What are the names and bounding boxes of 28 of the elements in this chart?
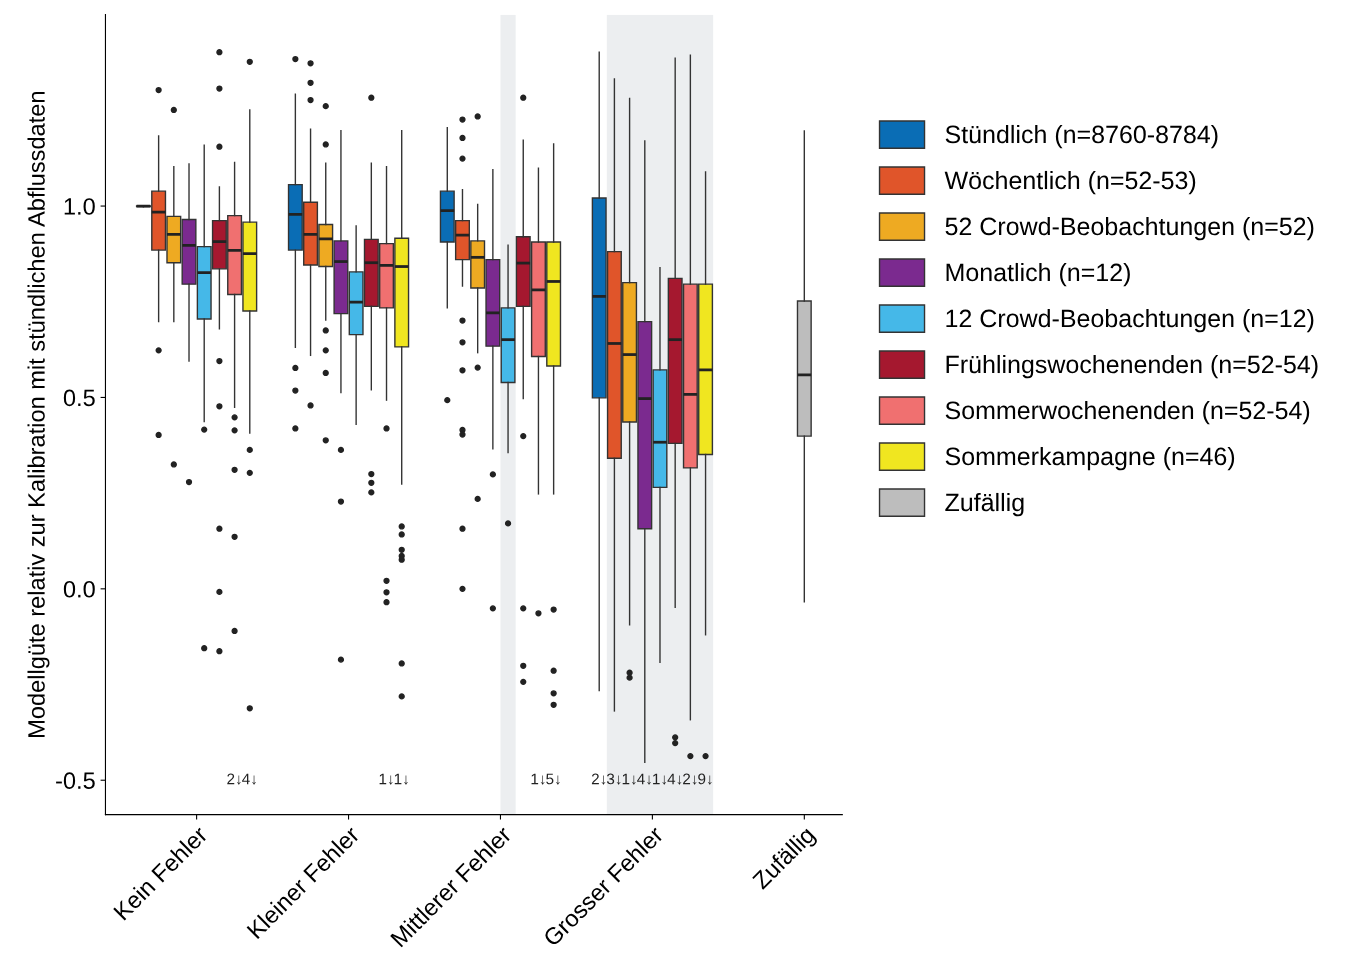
text: 1↓ — [622, 773, 636, 785]
legend-label: 52 Crowd-Beobachtungen (n=52) — [945, 216, 1314, 241]
legend-label: Wöchentlich (n=52-53) — [944, 170, 1196, 195]
legend-label: Stündlich (n=8760-8784) — [945, 124, 1218, 149]
text: 4↓ — [637, 773, 651, 785]
y-axis-title: Modellgüte relativ zur Kalibration mit stündlichen Abflussdaten — [27, 92, 50, 737]
legend-label: Frühlingswochenenden (n=52-54) — [946, 354, 1318, 379]
text: 5↓ — [546, 773, 560, 785]
text: 1↓ — [531, 773, 545, 785]
legend-label: Zufällig — [945, 492, 1024, 517]
text: 2↓ — [227, 773, 241, 785]
legend-label: 12 Crowd-Beobachtungen (n=12) — [946, 308, 1314, 333]
text: 2↓ — [683, 773, 697, 785]
text: 4↓ — [667, 773, 682, 785]
text: 1↓ — [394, 773, 408, 785]
y-tick-label: 1.0 — [64, 198, 95, 215]
y-tick-label: 0.5 — [63, 389, 95, 407]
legend-label: Sommerkampagne (n=46) — [945, 446, 1235, 471]
legend-label: Monatlich (n=12) — [946, 262, 1130, 287]
y-tick-label: 0.0 — [63, 580, 95, 598]
text: 3↓ — [606, 773, 621, 785]
text: 9↓ — [698, 773, 712, 785]
legend-label: Sommerwochenenden (n=52-54) — [945, 400, 1310, 425]
text: 1↓ — [379, 773, 393, 785]
text: 4↓ — [242, 773, 256, 785]
y-tick-label: -0.5 — [56, 772, 95, 790]
text: 2↓ — [591, 773, 606, 785]
text: 1↓ — [653, 773, 667, 785]
